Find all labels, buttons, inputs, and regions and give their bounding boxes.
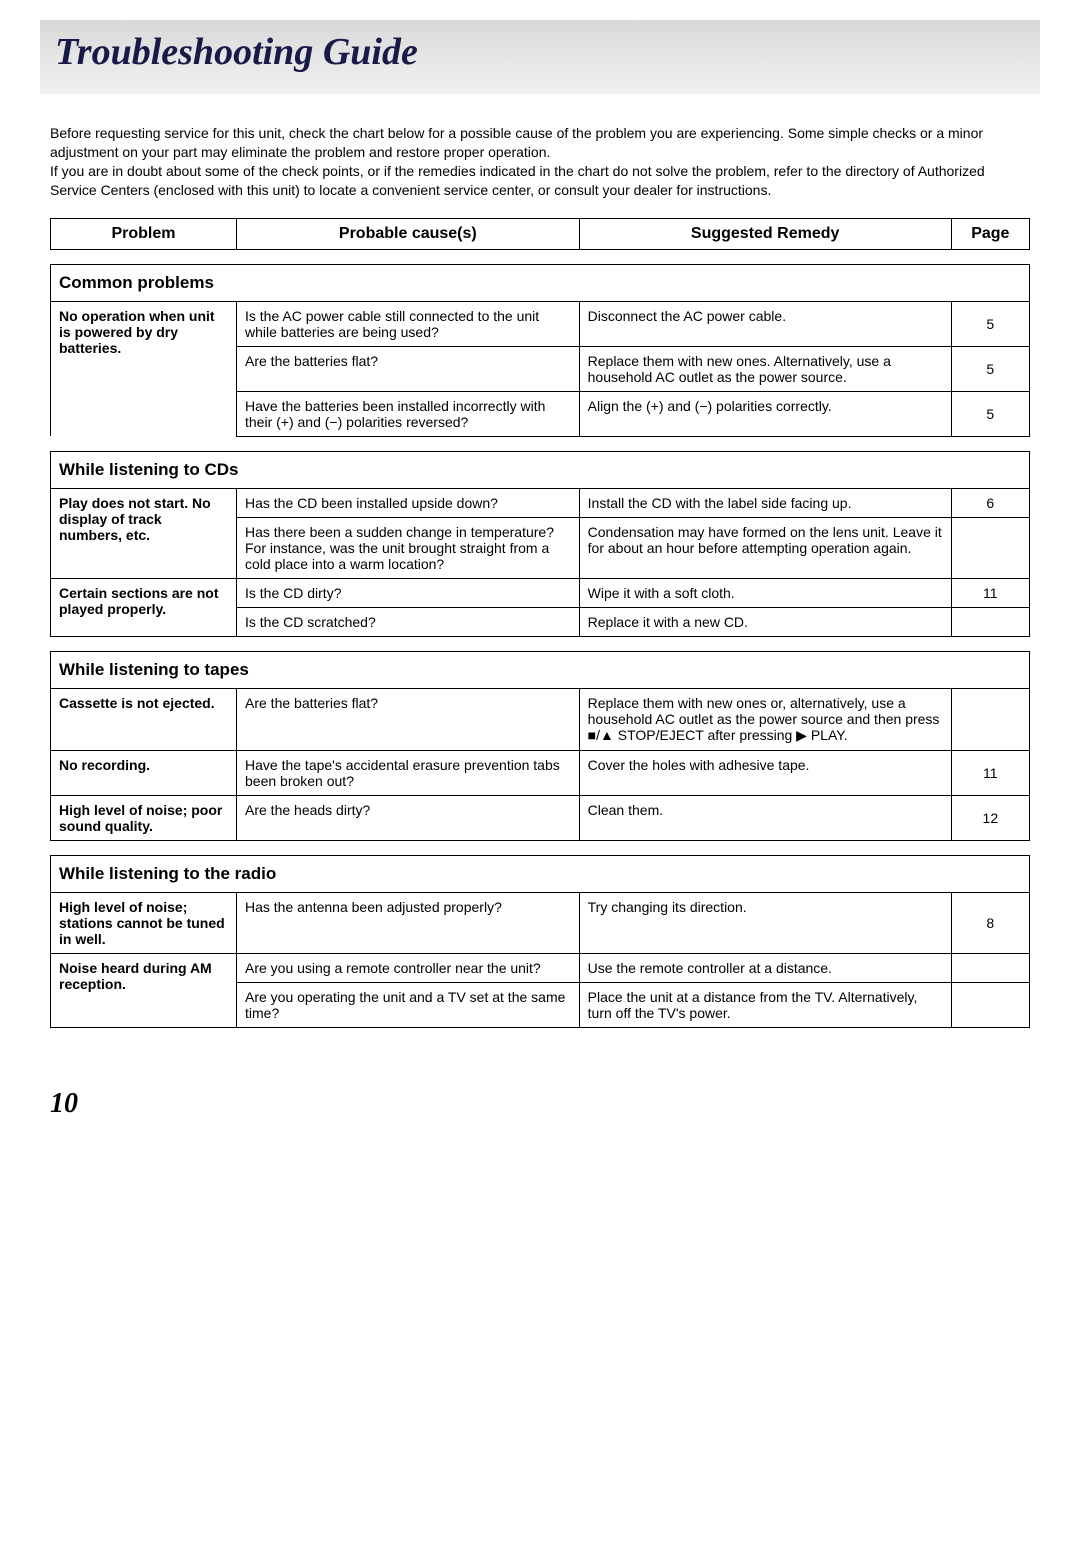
cause-cell: Have the tape's accidental erasure preve… bbox=[237, 750, 580, 795]
page-cell: 5 bbox=[951, 391, 1029, 436]
cause-cell: Is the AC power cable still connected to… bbox=[237, 301, 580, 346]
page-cell bbox=[951, 517, 1029, 578]
table-row: Noise heard during AM reception. Are you… bbox=[51, 953, 1030, 982]
page-cell: 11 bbox=[951, 750, 1029, 795]
page-cell: 6 bbox=[951, 488, 1029, 517]
page-cell bbox=[951, 607, 1029, 636]
problem-cell: High level of noise; stations cannot be … bbox=[51, 892, 237, 953]
problem-cell: No operation when unit is powered by dry… bbox=[51, 301, 237, 436]
header-page: Page bbox=[951, 218, 1029, 249]
page-title: Troubleshooting Guide bbox=[55, 30, 1025, 74]
remedy-cell: Align the (+) and (−) polarities correct… bbox=[579, 391, 951, 436]
remedy-cell: Install the CD with the label side facin… bbox=[579, 488, 951, 517]
remedy-cell: Place the unit at a distance from the TV… bbox=[579, 982, 951, 1027]
problem-cell: High level of noise; poor sound quality. bbox=[51, 795, 237, 840]
page-cell bbox=[951, 953, 1029, 982]
title-banner: Troubleshooting Guide bbox=[40, 20, 1040, 94]
remedy-cell: Condensation may have formed on the lens… bbox=[579, 517, 951, 578]
cause-cell: Are the batteries flat? bbox=[237, 688, 580, 750]
section-tapes-title-row: While listening to tapes bbox=[51, 651, 1030, 688]
remedy-cell: Clean them. bbox=[579, 795, 951, 840]
table-row: High level of noise; stations cannot be … bbox=[51, 892, 1030, 953]
cause-cell: Are the heads dirty? bbox=[237, 795, 580, 840]
page-cell: 11 bbox=[951, 578, 1029, 607]
header-remedy: Suggested Remedy bbox=[579, 218, 951, 249]
table-header-row: Problem Probable cause(s) Suggested Reme… bbox=[51, 218, 1030, 249]
table-row: No recording. Have the tape's accidental… bbox=[51, 750, 1030, 795]
problem-cell: Play does not start. No display of track… bbox=[51, 488, 237, 578]
remedy-cell: Wipe it with a soft cloth. bbox=[579, 578, 951, 607]
section-tapes-title: While listening to tapes bbox=[51, 651, 1030, 688]
section-radio-title: While listening to the radio bbox=[51, 855, 1030, 892]
cause-cell: Are you using a remote controller near t… bbox=[237, 953, 580, 982]
remedy-cell: Disconnect the AC power cable. bbox=[579, 301, 951, 346]
common-problems-table: Common problems No operation when unit i… bbox=[50, 264, 1030, 437]
problem-cell: Certain sections are not played properly… bbox=[51, 578, 237, 636]
cds-table: While listening to CDs Play does not sta… bbox=[50, 451, 1030, 637]
remedy-cell: Use the remote controller at a distance. bbox=[579, 953, 951, 982]
cause-cell: Is the CD dirty? bbox=[237, 578, 580, 607]
intro-p2: If you are in doubt about some of the ch… bbox=[50, 163, 985, 198]
section-cds-title: While listening to CDs bbox=[51, 451, 1030, 488]
page-cell: 12 bbox=[951, 795, 1029, 840]
cause-cell: Are the batteries flat? bbox=[237, 346, 580, 391]
cause-cell: Is the CD scratched? bbox=[237, 607, 580, 636]
section-common-title-row: Common problems bbox=[51, 264, 1030, 301]
header-problem: Problem bbox=[51, 218, 237, 249]
section-cds-title-row: While listening to CDs bbox=[51, 451, 1030, 488]
intro-p1: Before requesting service for this unit,… bbox=[50, 125, 983, 160]
cause-cell: Has there been a sudden change in temper… bbox=[237, 517, 580, 578]
cause-cell: Has the antenna been adjusted properly? bbox=[237, 892, 580, 953]
page-cell bbox=[951, 982, 1029, 1027]
remedy-cell: Try changing its direction. bbox=[579, 892, 951, 953]
page-cell: 8 bbox=[951, 892, 1029, 953]
table-row: No operation when unit is powered by dry… bbox=[51, 301, 1030, 346]
header-cause: Probable cause(s) bbox=[237, 218, 580, 249]
radio-table: While listening to the radio High level … bbox=[50, 855, 1030, 1028]
cause-cell: Have the batteries been installed incorr… bbox=[237, 391, 580, 436]
page-number: 10 bbox=[50, 1088, 1030, 1120]
page-cell: 5 bbox=[951, 301, 1029, 346]
cause-cell: Has the CD been installed upside down? bbox=[237, 488, 580, 517]
tapes-table: While listening to tapes Cassette is not… bbox=[50, 651, 1030, 841]
remedy-cell: Cover the holes with adhesive tape. bbox=[579, 750, 951, 795]
table-row: Certain sections are not played properly… bbox=[51, 578, 1030, 607]
remedy-cell: Replace them with new ones. Alternativel… bbox=[579, 346, 951, 391]
problem-cell: Cassette is not ejected. bbox=[51, 688, 237, 750]
cause-cell: Are you operating the unit and a TV set … bbox=[237, 982, 580, 1027]
problem-cell: No recording. bbox=[51, 750, 237, 795]
table-row: Play does not start. No display of track… bbox=[51, 488, 1030, 517]
remedy-cell: Replace them with new ones or, alternati… bbox=[579, 688, 951, 750]
table-row: Cassette is not ejected. Are the batteri… bbox=[51, 688, 1030, 750]
page-cell: 5 bbox=[951, 346, 1029, 391]
section-common-title: Common problems bbox=[51, 264, 1030, 301]
page-cell bbox=[951, 688, 1029, 750]
problem-cell: Noise heard during AM reception. bbox=[51, 953, 237, 1027]
header-table: Problem Probable cause(s) Suggested Reme… bbox=[50, 218, 1030, 250]
section-radio-title-row: While listening to the radio bbox=[51, 855, 1030, 892]
intro-text: Before requesting service for this unit,… bbox=[50, 124, 1030, 200]
table-row: High level of noise; poor sound quality.… bbox=[51, 795, 1030, 840]
remedy-cell: Replace it with a new CD. bbox=[579, 607, 951, 636]
